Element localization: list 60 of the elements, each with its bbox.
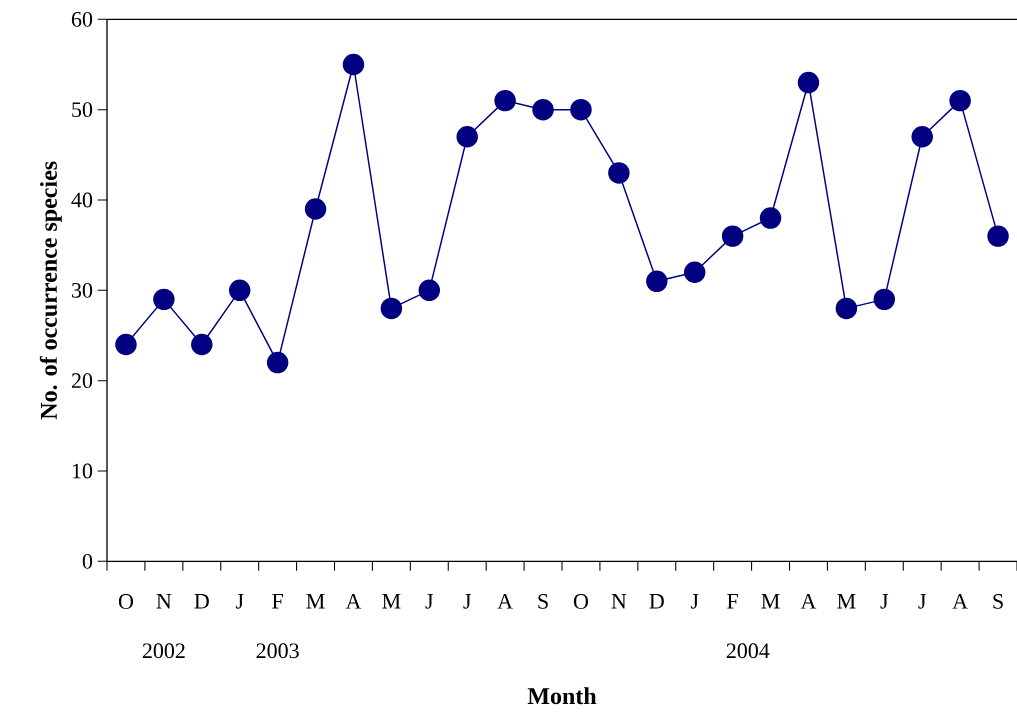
point (570, 98, 592, 121)
x-axis-title: Month (527, 687, 597, 705)
point (418, 279, 441, 302)
x-tick-label: J (235, 594, 244, 609)
point (494, 89, 516, 112)
point (342, 53, 365, 76)
x-tick-label: D (649, 594, 664, 609)
x-tick-label: J (463, 594, 472, 609)
x-tick-label: F (727, 594, 738, 609)
point (380, 297, 403, 320)
x-tick-label: J (690, 594, 699, 609)
x-tick-label: M (837, 594, 856, 609)
y-tick-label: 10 (72, 463, 93, 479)
y-tick-label: 40 (71, 192, 93, 208)
x-tick-label: M (761, 594, 780, 609)
point (608, 162, 630, 184)
y-axis-title: No. of occurrence species (39, 161, 62, 420)
point (987, 225, 1009, 247)
x-tick-label: F (272, 594, 283, 609)
x-tick-label: J (918, 594, 927, 609)
y-tick-label: 30 (72, 282, 93, 298)
x-tick-label: S (538, 594, 548, 609)
point (759, 207, 782, 229)
x-tick-label: A (497, 594, 513, 609)
y-tick-label: 20 (71, 373, 93, 389)
x-tick-label: O (573, 594, 589, 609)
point (797, 71, 820, 94)
point (266, 351, 289, 374)
point (683, 261, 706, 283)
point (721, 225, 744, 247)
point (153, 288, 175, 311)
x-tick-label: N (156, 594, 172, 609)
x-tick-label: D (194, 594, 209, 609)
y-tick-label: 0 (82, 553, 93, 569)
y-tick-label: 60 (71, 11, 93, 27)
x-tick-label: O (118, 594, 134, 609)
point (115, 333, 137, 356)
text: 2002 (142, 643, 185, 659)
x-tick-label: N (611, 594, 627, 609)
text: 2004 (726, 643, 770, 659)
point (532, 98, 554, 121)
point (304, 198, 327, 220)
x-tick-label: M (382, 594, 401, 609)
point (456, 126, 478, 148)
point (949, 89, 971, 112)
point (646, 270, 668, 293)
x-tick-label: A (345, 594, 362, 609)
x-tick-label: A (952, 594, 968, 609)
y-tick-label: 50 (72, 102, 93, 118)
x-tick-label: J (425, 594, 434, 609)
point (835, 297, 858, 320)
x-tick-label: J (880, 594, 889, 609)
point (873, 288, 896, 311)
x-tick-label: M (306, 594, 325, 609)
point (228, 279, 251, 302)
x-tick-label: A (800, 594, 817, 609)
text: 2003 (256, 643, 299, 659)
point (191, 333, 213, 356)
x-tick-label: S (993, 594, 1003, 609)
point (911, 126, 933, 148)
